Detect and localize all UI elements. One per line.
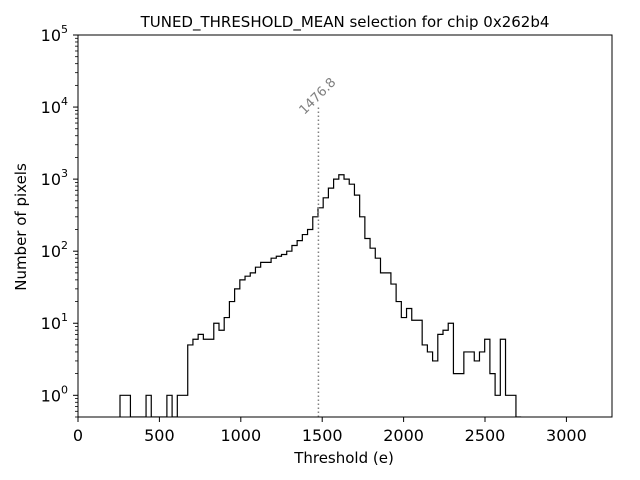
- histogram-bin: [183, 395, 188, 417]
- histogram-bin: [386, 273, 391, 417]
- histogram-bin: [407, 309, 412, 417]
- histogram-bin: [313, 217, 318, 417]
- x-tick-label: 1000: [220, 426, 261, 445]
- histogram-bin: [198, 334, 203, 417]
- plot-area: 1476.8: [77, 34, 613, 418]
- x-tick-label: 500: [144, 426, 175, 445]
- axes-frame: [77, 34, 613, 418]
- x-tick-label: 0: [73, 426, 83, 445]
- histogram-bin: [292, 245, 297, 417]
- histogram-bin: [511, 395, 516, 417]
- histogram-bin: [255, 267, 260, 417]
- y-tick-label: 100: [41, 383, 68, 405]
- histogram-bin: [375, 258, 380, 417]
- histogram-bin: [349, 184, 354, 417]
- histogram-bin: [412, 320, 417, 417]
- histogram-bin: [459, 374, 464, 417]
- histogram-bin: [474, 361, 479, 417]
- y-tick-label: 101: [41, 311, 68, 333]
- x-tick-label: 1500: [302, 426, 343, 445]
- histogram-bin: [339, 175, 344, 417]
- histogram-bin: [308, 229, 313, 417]
- axis-ticks: 0 500 1000 1500 2000 2500 3000 100 101 102 103 104 1…: [41, 23, 587, 445]
- histogram-bin: [203, 339, 208, 417]
- histogram-bin: [276, 256, 281, 417]
- histogram-bin: [261, 262, 266, 417]
- histogram-bin: [271, 258, 276, 417]
- histogram-bin: [360, 217, 365, 417]
- histogram-bin: [302, 235, 307, 417]
- y-tick-label: 102: [41, 239, 68, 261]
- histogram-step-line: [119, 174, 522, 417]
- histogram-bin: [328, 188, 333, 417]
- histogram-bin: [422, 345, 427, 417]
- x-tick-label: 2500: [465, 426, 506, 445]
- histogram-bin: [490, 374, 495, 417]
- x-tick-label: 2000: [383, 426, 424, 445]
- histogram-bin: [245, 276, 250, 417]
- histogram-bin: [125, 395, 130, 417]
- histogram-bin: [438, 334, 443, 417]
- y-axis-label: Number of pixels: [12, 163, 30, 291]
- histogram-bin: [235, 289, 240, 417]
- histogram-bin: [500, 339, 505, 417]
- x-axis-label: Threshold (e): [293, 449, 394, 467]
- histogram-bin: [417, 320, 422, 417]
- x-tick-label: 3000: [546, 426, 587, 445]
- histogram-bin: [177, 395, 182, 417]
- histogram-bin: [146, 395, 151, 417]
- histogram-bin: [193, 339, 198, 417]
- histogram-bin: [469, 352, 474, 417]
- histogram-bin: [334, 179, 339, 417]
- histogram-bin: [209, 339, 214, 417]
- histogram-bin: [433, 361, 438, 417]
- histogram-bin: [120, 395, 125, 417]
- histogram-bin: [323, 198, 328, 417]
- y-tick-label: 105: [41, 23, 68, 45]
- histogram-bin: [240, 280, 245, 417]
- histogram-bin: [443, 330, 448, 417]
- histogram-bin: [401, 318, 406, 417]
- histogram-bin: [396, 302, 401, 417]
- histogram-bin: [354, 195, 359, 417]
- histogram-bin: [506, 395, 511, 417]
- histogram-bin: [365, 238, 370, 417]
- histogram-bin: [219, 330, 224, 417]
- histogram-bin: [188, 345, 193, 417]
- histogram-bin: [250, 273, 255, 417]
- histogram-bin: [167, 395, 172, 417]
- histogram-bin: [229, 302, 234, 417]
- histogram-bin: [448, 323, 453, 417]
- histogram-bin: [370, 248, 375, 417]
- histogram-bin: [485, 339, 490, 417]
- histogram-bin: [427, 352, 432, 417]
- histogram-bin: [214, 323, 219, 417]
- histogram-bin: [287, 251, 292, 417]
- histogram-bin: [495, 395, 500, 417]
- y-tick-label: 104: [41, 95, 68, 117]
- histogram-bin: [479, 352, 484, 417]
- histogram-bin: [224, 318, 229, 417]
- histogram-bin: [297, 241, 302, 417]
- chart-title: TUNED_THRESHOLD_MEAN selection for chip …: [140, 13, 550, 32]
- histogram-bin: [464, 352, 469, 417]
- histogram-bin: [380, 273, 385, 417]
- histogram-bin: [344, 179, 349, 417]
- y-tick-label: 103: [41, 167, 68, 189]
- histogram-bin: [453, 374, 458, 417]
- histogram-bin: [266, 262, 271, 417]
- histogram-bin: [282, 254, 287, 417]
- histogram-bin: [391, 284, 396, 417]
